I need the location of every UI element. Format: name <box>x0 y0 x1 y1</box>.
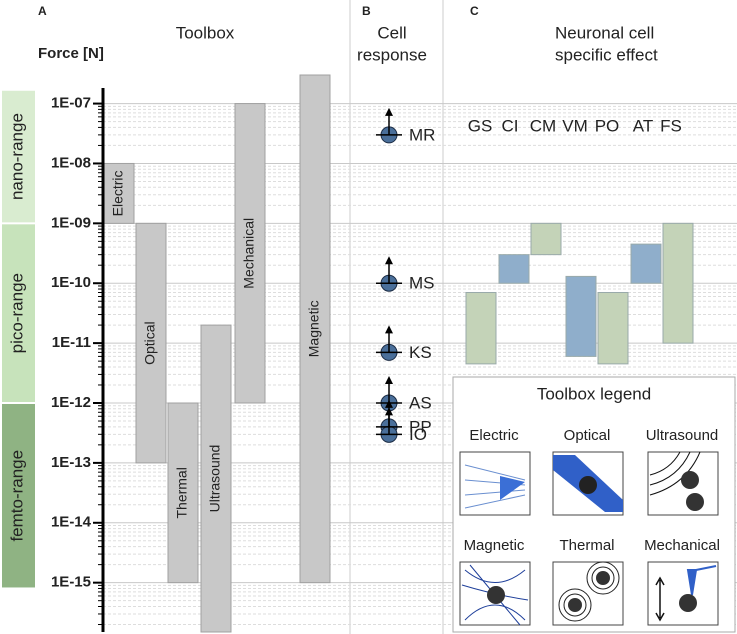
response-label: MR <box>409 125 435 144</box>
y-tick-label: 1E-11 <box>52 334 91 351</box>
y-axis-label: Force [N] <box>38 45 104 62</box>
response-label: IO <box>409 425 427 444</box>
response-label: AS <box>409 393 432 412</box>
panel-title: specific effect <box>555 45 658 64</box>
legend-item: Mechanical <box>644 537 720 554</box>
range-band <box>2 224 35 403</box>
effect-bar <box>498 254 530 284</box>
panel-title: response <box>357 45 427 64</box>
effect-label: PO <box>595 116 620 135</box>
panel-title: Toolbox <box>176 23 235 42</box>
effect-bar <box>662 222 694 344</box>
range-label: pico-range <box>7 273 26 353</box>
legend-item: Electric <box>469 427 519 444</box>
response-arrow <box>385 407 393 416</box>
effect-bar <box>465 292 497 365</box>
tool-label: Mechanical <box>241 218 257 289</box>
y-tick-label: 1E-14 <box>51 514 92 531</box>
effect-label: FS <box>660 116 682 135</box>
effect-bar <box>530 222 562 256</box>
effect-label: AT <box>633 116 653 135</box>
effect-bar <box>630 243 662 284</box>
range-label: nano-range <box>7 113 26 200</box>
legend-item: Ultrasound <box>646 427 719 444</box>
tool-label: Ultrasound <box>207 445 223 513</box>
legend-item: Optical <box>564 427 611 444</box>
y-tick-label: 1E-07 <box>51 95 91 112</box>
response-arrow <box>385 107 393 116</box>
effect-label: CI <box>502 116 519 135</box>
tool-bar <box>234 103 266 404</box>
tool-label: Magnetic <box>306 300 322 357</box>
legend: Toolbox legend Electric Optical Ultrasound M… <box>452 376 736 633</box>
range-label: femto-range <box>7 450 26 542</box>
tool-label: Thermal <box>174 467 190 518</box>
response-label: PP <box>409 417 432 436</box>
tool-bar <box>200 324 232 633</box>
y-tick-label: 1E-13 <box>51 454 91 471</box>
effect-bar <box>597 292 629 365</box>
range-band <box>2 90 35 223</box>
effect-label: GS <box>468 116 493 135</box>
tool-label: Electric <box>110 170 126 216</box>
tool-bar <box>103 162 135 224</box>
legend-title: Toolbox legend <box>537 384 651 403</box>
range-band <box>2 404 35 588</box>
y-tick-label: 1E-08 <box>51 154 91 171</box>
y-tick-label: 1E-09 <box>51 214 91 231</box>
response-arrow <box>385 399 393 408</box>
tool-bar <box>135 222 167 464</box>
response-arrow <box>385 325 393 334</box>
legend-icons <box>459 451 719 626</box>
panel-letter: A <box>38 4 47 18</box>
legend-item: Thermal <box>559 537 614 554</box>
tool-label: Optical <box>142 321 158 365</box>
panel-title: Neuronal cell <box>555 23 654 42</box>
tool-bar <box>299 74 331 584</box>
y-tick-label: 1E-15 <box>51 574 91 591</box>
response-label: MS <box>409 274 435 293</box>
panel-title: Cell <box>377 23 406 42</box>
legend-item: Magnetic <box>464 537 525 554</box>
response-arrow <box>385 376 393 385</box>
effect-label: VM <box>562 116 588 135</box>
response-label: KS <box>409 343 432 362</box>
panel-letter: B <box>362 4 371 18</box>
effect-bar <box>565 275 597 357</box>
effect-label: CM <box>530 116 556 135</box>
response-arrow <box>385 256 393 265</box>
y-tick-label: 1E-12 <box>51 394 91 411</box>
panel-letter: C <box>470 4 479 18</box>
y-tick-label: 1E-10 <box>51 274 91 291</box>
tool-bar <box>167 402 199 584</box>
